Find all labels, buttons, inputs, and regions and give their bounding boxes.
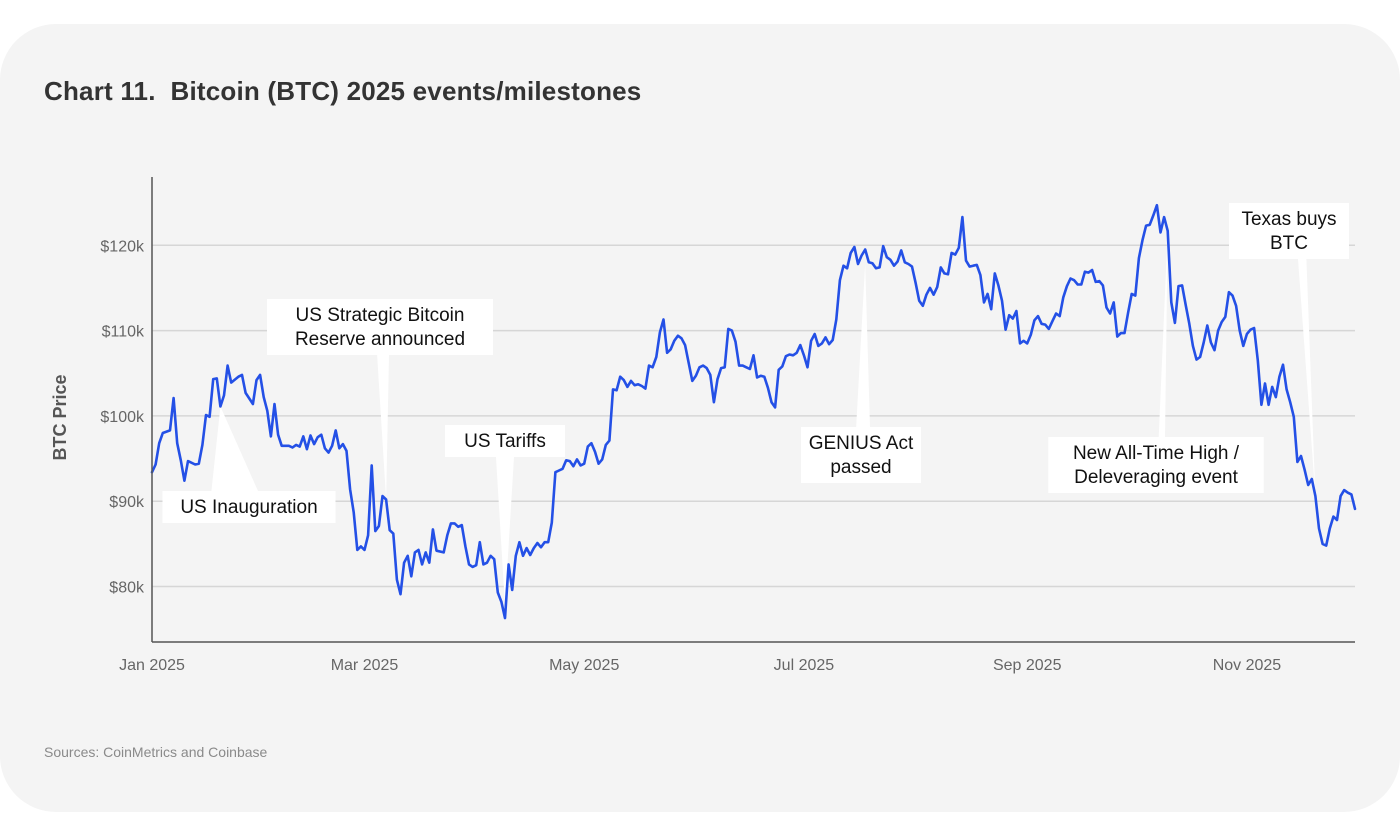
x-tick-label: Nov 2025 [1213,657,1282,674]
y-tick-label: $100k [100,409,145,426]
y-axis-label: BTC Price [50,374,70,460]
y-tick-label: $110k [102,324,145,341]
annotation-label: GENIUS Act [809,433,914,454]
annotation-pointer [495,457,514,606]
annotation-label: Deleveraging event [1074,467,1238,488]
x-tick-label: May 2025 [549,657,619,674]
price-line [150,203,1357,620]
x-axis-ticks: Jan 2025 Mar 2025 May 2025 Jul 2025 Sep 2025… [119,657,1281,674]
y-axis-ticks: $80k $90k $100k $110k $120k [100,238,145,596]
annotation-pointer [211,406,258,491]
annotation-pointer [856,264,870,427]
annotation-pointer [1298,259,1316,497]
annotation-box [162,491,336,523]
annotation-label: US Strategic Bitcoin [296,305,465,326]
annotation-label: Reserve announced [295,329,465,350]
chart-title: Chart 11. Bitcoin (BTC) 2025 events/mile… [44,76,642,106]
series-layer [150,203,1357,620]
chart-card [0,24,1400,812]
annotation-pointer [377,355,389,500]
gridlines [152,244,1355,588]
annotation-label: US Tariffs [464,431,546,452]
y-tick-label: $90k [109,494,145,511]
annotation-pointers [211,230,1316,606]
annotation-labels: US Inauguration US Strategic Bitcoin Reser… [162,203,1349,523]
annotation-label: BTC [1270,233,1308,254]
annotation-label: New All-Time High / [1073,443,1240,464]
x-tick-label: Sep 2025 [993,657,1062,674]
x-tick-label: Jan 2025 [119,657,185,674]
annotation-label: Texas buys [1241,209,1336,230]
annotation-box [1048,437,1264,493]
x-tick-label: Jul 2025 [774,657,835,674]
y-tick-label: $120k [100,238,145,255]
annotation-label: US Inauguration [180,497,317,518]
annotation-box [267,299,493,355]
source-note: Sources: CoinMetrics and Coinbase [44,744,268,760]
annotation-label: passed [830,457,891,478]
annotation-pointer [1158,230,1168,437]
x-tick-label: Mar 2025 [331,657,399,674]
annotation-box [801,427,921,483]
annotation-box [1229,203,1349,259]
y-tick-label: $80k [109,580,145,597]
annotation-box [445,425,565,457]
